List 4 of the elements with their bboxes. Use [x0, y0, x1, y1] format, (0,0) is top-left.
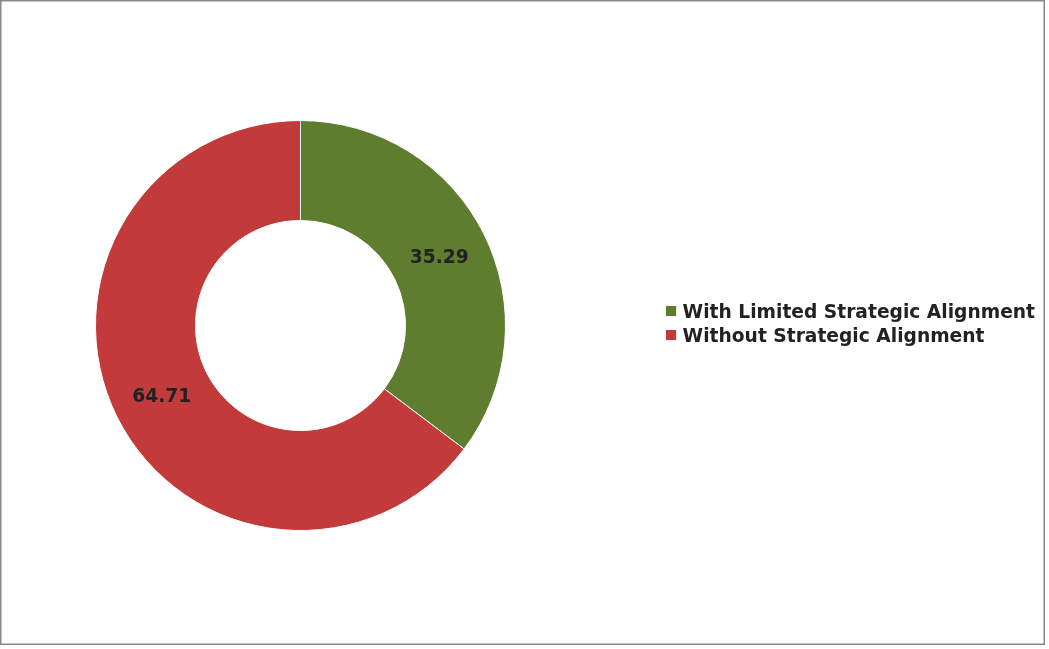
legend-label: Without Strategic Alignment — [682, 324, 985, 345]
data-label: 64.71 — [132, 384, 192, 406]
data-label: 35.29 — [409, 246, 469, 268]
legend-label: With Limited Strategic Alignment — [682, 300, 1035, 321]
